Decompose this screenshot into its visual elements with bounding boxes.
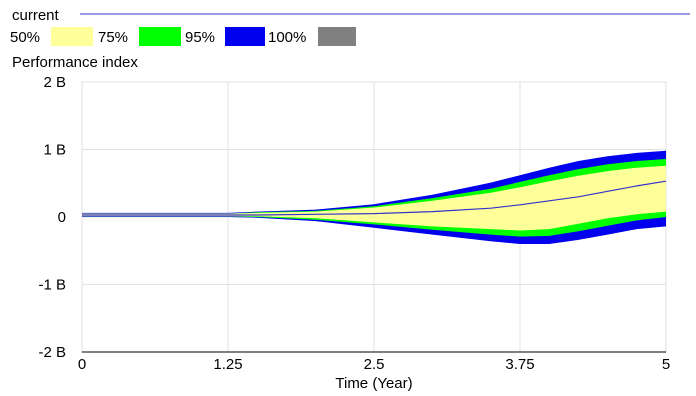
legend-label-50: 50% bbox=[10, 29, 40, 46]
x-tick-label: 0 bbox=[78, 356, 86, 373]
y-tick-label: 0 bbox=[58, 209, 66, 226]
x-tick-label: 2.5 bbox=[364, 356, 385, 373]
legend-swatch-95 bbox=[225, 27, 265, 46]
y-tick-labels: 2 B 1 B 0 -1 B -2 B bbox=[38, 74, 66, 361]
x-tick-label: 5 bbox=[662, 356, 670, 373]
legend-label-100: 100% bbox=[268, 29, 306, 46]
legend-label-75: 75% bbox=[98, 29, 128, 46]
legend-swatch-75 bbox=[139, 27, 181, 46]
y-tick-label: -2 B bbox=[38, 344, 66, 361]
legend-swatch-50 bbox=[51, 27, 93, 46]
legend-current-label: current bbox=[12, 7, 60, 24]
y-tick-label: 2 B bbox=[43, 74, 66, 91]
y-tick-label: 1 B bbox=[43, 142, 66, 159]
legend-swatch-100 bbox=[318, 27, 356, 46]
legend-label-95: 95% bbox=[185, 29, 215, 46]
plot-area bbox=[81, 81, 667, 353]
y-axis-title: Performance index bbox=[12, 54, 138, 71]
x-tick-labels: 0 1.25 2.5 3.75 5 bbox=[78, 356, 670, 373]
legend: current 50% 75% 95% 100% bbox=[10, 7, 690, 46]
band-50 bbox=[82, 165, 666, 231]
y-tick-label: -1 B bbox=[38, 277, 66, 294]
current-line bbox=[82, 180, 667, 216]
x-tick-label: 3.75 bbox=[505, 356, 534, 373]
x-axis-title: Time (Year) bbox=[335, 375, 412, 392]
x-tick-label: 1.25 bbox=[213, 356, 242, 373]
